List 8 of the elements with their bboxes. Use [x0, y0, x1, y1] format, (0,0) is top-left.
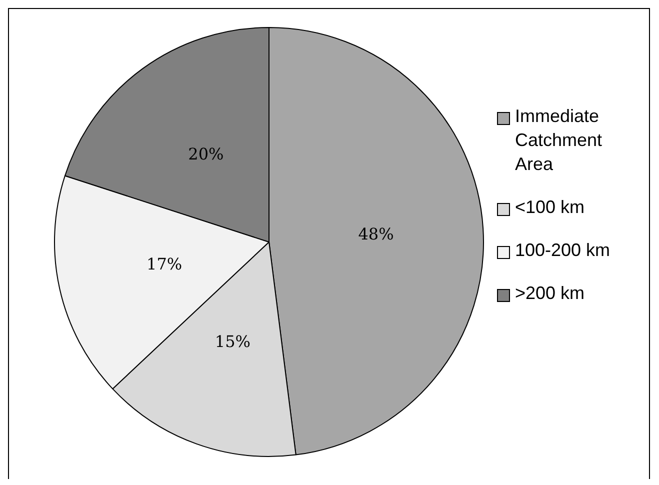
legend-label: Immediate Catchment Area — [515, 105, 604, 176]
data-label: 48% — [358, 224, 394, 244]
data-label: 17% — [146, 254, 182, 274]
data-label: 15% — [214, 332, 250, 352]
legend-label: 100-200 km — [515, 239, 610, 262]
legend-label: >200 km — [515, 282, 585, 305]
data-label: 20% — [188, 144, 224, 164]
legend-label: <100 km — [515, 196, 585, 219]
